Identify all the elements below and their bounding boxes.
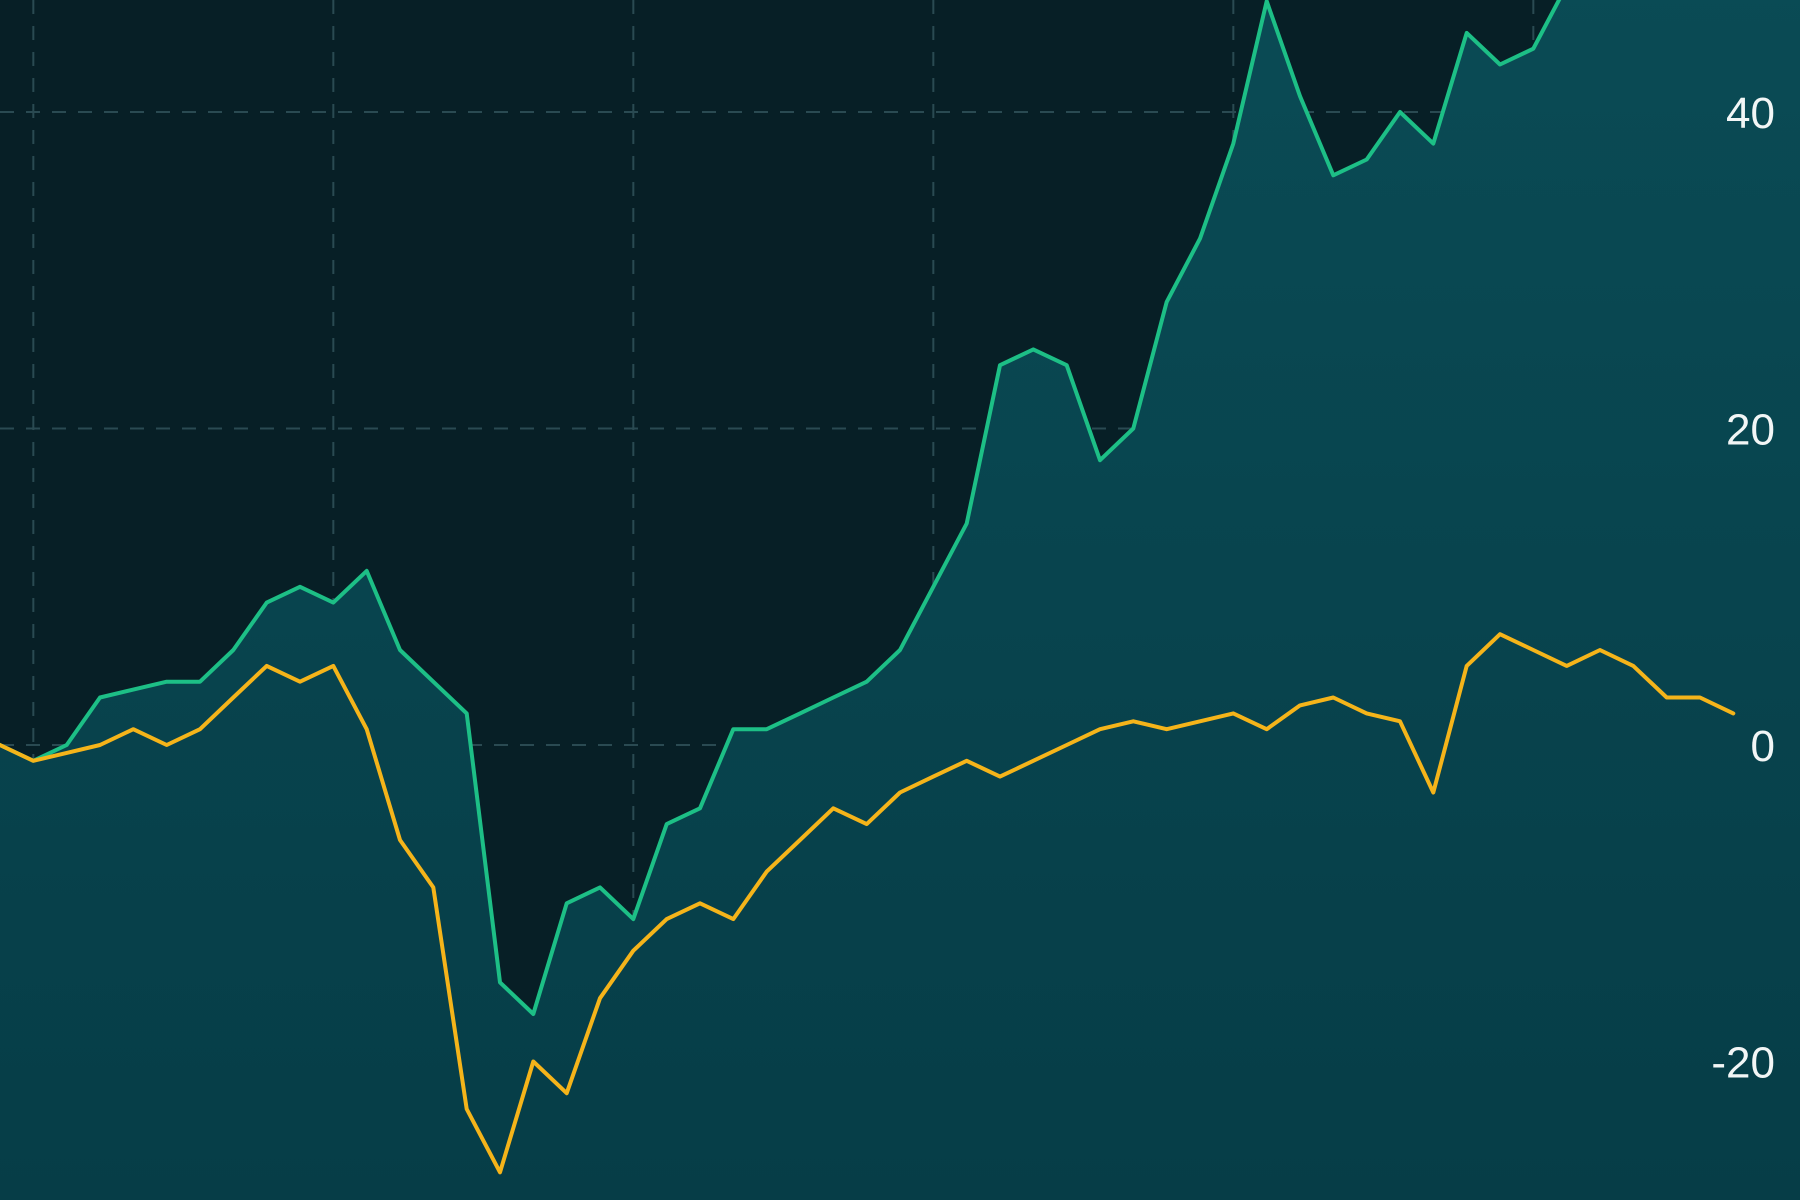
y-tick-label: 40	[1726, 89, 1775, 138]
y-tick-label: 20	[1726, 406, 1775, 455]
y-axis-ticks: 40 20 0 -20	[1711, 89, 1775, 1088]
series-lines	[0, 0, 1736, 1175]
y-tick-label: -20	[1711, 1039, 1775, 1088]
y-tick-label: 0	[1751, 722, 1775, 771]
series-0-line	[0, 0, 1562, 1016]
series-1-line	[0, 632, 1736, 1175]
